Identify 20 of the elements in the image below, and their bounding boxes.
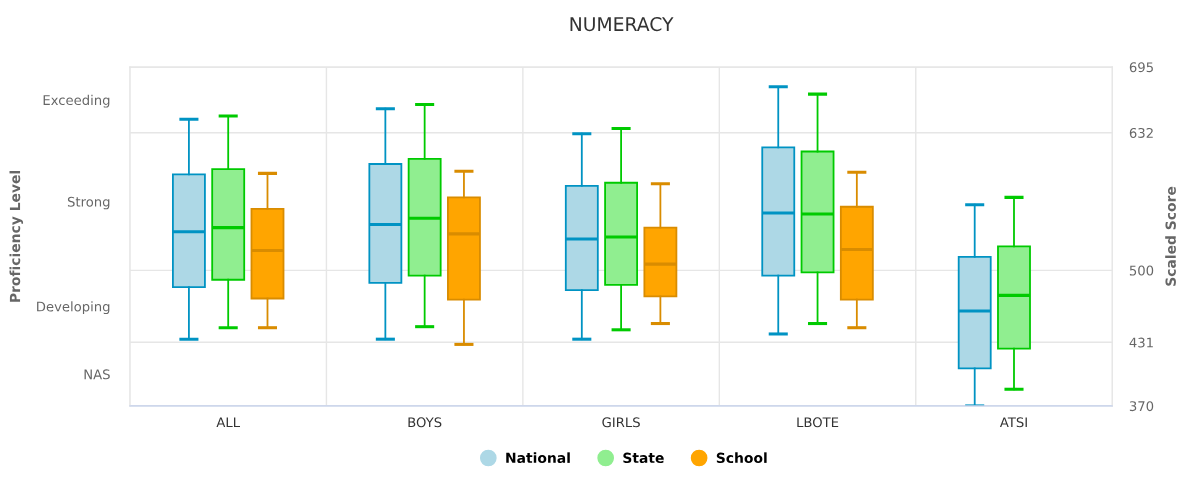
- y2-tick-label: 500: [1129, 265, 1154, 276]
- x-tick-label: ALL: [216, 417, 240, 428]
- chart-title: NUMERACY: [570, 16, 674, 32]
- legend-label: National: [506, 452, 570, 464]
- x-tick-label: BOYS: [408, 417, 442, 428]
- text: Exceeding: [43, 94, 110, 108]
- legend-label: School: [716, 452, 767, 464]
- x-tick-label: GIRLS: [602, 417, 640, 428]
- x-tick-label: ATSI: [999, 417, 1027, 428]
- text: NAS: [84, 369, 110, 380]
- legend-label: State: [623, 452, 664, 464]
- y2-tick-label: 695: [1129, 62, 1153, 73]
- y2-tick-label: 431: [1129, 337, 1153, 348]
- x-tick-label: LBOTE: [797, 417, 839, 428]
- text: Proficiency Level: [9, 170, 24, 302]
- y2-tick-label: 632: [1129, 127, 1153, 138]
- text: Strong: [67, 196, 110, 210]
- y2-axis-title: Scaled Score: [1165, 186, 1176, 286]
- text: Developing: [37, 301, 110, 315]
- y2-tick-label: 370: [1129, 401, 1154, 412]
